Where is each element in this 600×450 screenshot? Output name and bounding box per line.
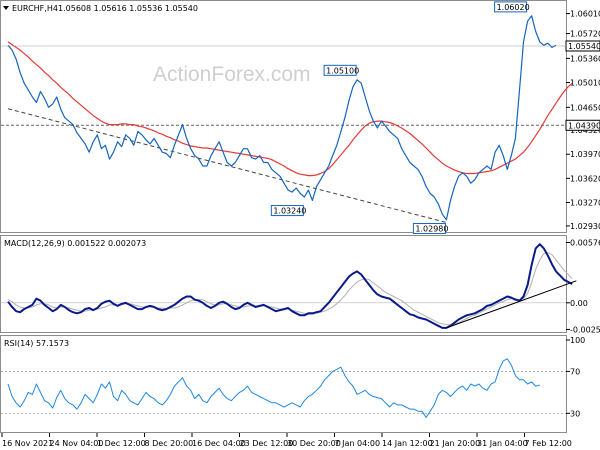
price-panel (0, 0, 567, 233)
ohlc-values: 1.05608 1.05616 1.05536 1.05540 (58, 4, 198, 13)
rsi-series-line (7, 358, 540, 418)
watermark: ActionForex.com (153, 63, 311, 86)
price-annotation-label: 1.05100 (326, 66, 359, 75)
price-annotation-label: 1.06020 (497, 3, 530, 12)
support-level: 1.04390 (1, 119, 600, 131)
dropdown-triangle-icon[interactable] (3, 6, 9, 10)
rsi-line (7, 358, 540, 418)
y-tick-label: 0.00 (570, 299, 588, 308)
macd-axis: 0.005761 0.00 -0.002546 (566, 239, 600, 334)
x-tick-label: 7 Feb 12:00 (525, 439, 572, 448)
support-trendline (446, 280, 577, 329)
x-tick-label: 31 Jan 04:00 (477, 439, 528, 448)
y-tick-label: 30 (570, 409, 580, 418)
y-tick-label: 1.05010 (570, 79, 600, 88)
x-tick-label: 7 Jan 04:00 (335, 439, 381, 448)
x-tick-label: 1 Dec 12:00 (97, 439, 146, 448)
y-tick-label: 1.02930 (570, 222, 600, 231)
y-tick-label: 100 (570, 336, 585, 345)
rsi-panel (0, 335, 567, 433)
price-annotation-box (270, 205, 304, 217)
price-annotation-box (323, 64, 357, 76)
macd-trendline (446, 280, 577, 329)
price-annotation-box (412, 222, 446, 234)
macd-title: MACD(12,26,9) 0.001522 0.002073 (4, 239, 146, 248)
price-annotation-label: 1.03240 (273, 207, 306, 216)
symbol-label: EURCHF,H4 (12, 4, 58, 13)
macd-main-line (7, 243, 573, 329)
x-tick-label: 14 Jan 12:00 (382, 439, 433, 448)
falling-trendline (7, 108, 447, 223)
price-series (7, 15, 557, 221)
y-tick-label: -0.002546 (570, 325, 600, 334)
x-tick-label: 16 Dec 04:00 (192, 439, 246, 448)
y-tick-label: 1.03270 (570, 198, 600, 207)
y-tick-label: 1.04650 (570, 103, 600, 112)
y-tick-label: 1.05360 (570, 54, 600, 63)
trend-line (7, 108, 447, 223)
price-annotation-box (494, 1, 528, 13)
macd-line (7, 243, 573, 329)
y-tick-label: 1.03620 (570, 174, 600, 183)
y-tick-label: 1.06010 (570, 10, 600, 19)
price-annotation-label: 1.02980 (415, 224, 448, 233)
level-label: 1.04390 (568, 121, 600, 130)
y-tick-label: 1.03970 (570, 150, 600, 159)
y-tick-label: 1.05720 (570, 30, 600, 39)
x-tick-label: 24 Nov 04:00 (50, 439, 104, 448)
x-tick-label: 21 Jan 20:00 (430, 439, 481, 448)
rsi-title: RSI(14) 57.1573 (4, 339, 69, 348)
x-tick-label: 23 Dec 12:00 (240, 439, 294, 448)
x-tick-label: 30 Dec 20:00 (287, 439, 341, 448)
rsi-axis: 100 70 30 (566, 336, 585, 418)
y-tick-label: 70 (570, 367, 580, 376)
x-tick-label: 16 Nov 2021 (2, 439, 53, 448)
y-tick-label: 0.005761 (570, 239, 600, 248)
symbol-header: EURCHF,H4 1.05608 1.05616 1.05536 1.0554… (3, 4, 198, 13)
x-tick-label: 8 Dec 20:00 (145, 439, 194, 448)
price-annotations: 1.03240 1.05100 1.02980 1.06020 (270, 1, 530, 234)
current-price-marker: 1.05540 (1, 40, 600, 52)
current-price-label: 1.05540 (568, 42, 600, 51)
level-box (565, 119, 600, 131)
price-line (7, 15, 557, 221)
